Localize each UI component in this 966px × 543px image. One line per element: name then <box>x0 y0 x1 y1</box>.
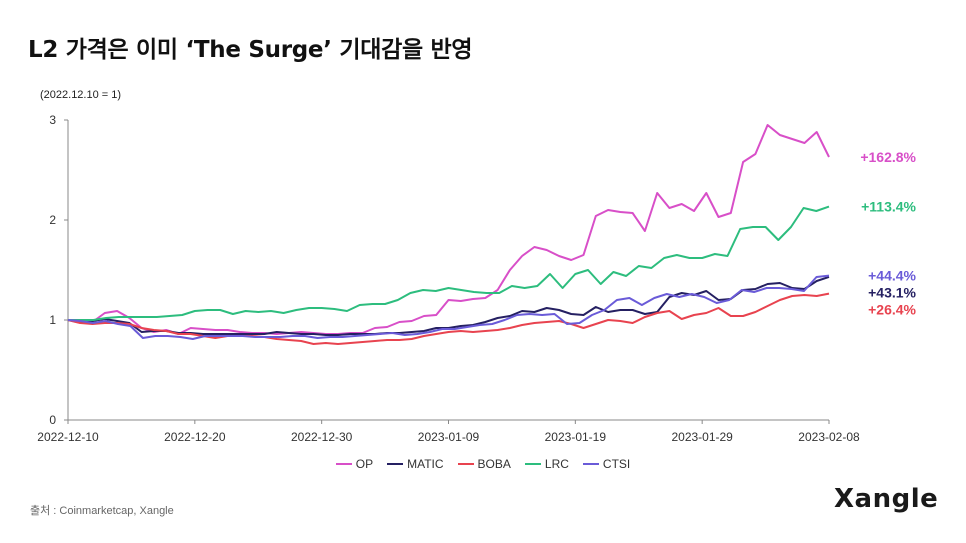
legend-swatch <box>582 463 599 465</box>
y-tick-label: 1 <box>49 313 56 327</box>
y-tick-label: 2 <box>49 213 56 227</box>
x-tick-label: 2023-02-08 <box>798 430 860 444</box>
series-line-boba <box>67 292 830 345</box>
x-tick-label: 2023-01-19 <box>545 430 607 444</box>
legend-swatch <box>457 463 474 465</box>
legend-label: LRC <box>544 457 569 471</box>
y-tick-label: 3 <box>49 113 56 127</box>
legend-item-ctsi: CTSI <box>582 457 631 471</box>
legend-label: BOBA <box>477 457 511 471</box>
legend-swatch <box>335 463 352 465</box>
xangle-logo: Xangle <box>834 484 939 514</box>
legend-item-op: OP <box>335 457 374 471</box>
end-label-op: +162.8% <box>860 149 916 165</box>
series-line-lrc <box>68 205 830 321</box>
x-tick-label: 2022-12-20 <box>164 430 226 444</box>
legend-label: OP <box>355 457 374 471</box>
legend-swatch <box>524 463 541 465</box>
legend-item-matic: MATIC <box>387 457 444 471</box>
end-label-ctsi: +44.4% <box>868 268 916 284</box>
legend-swatch <box>387 463 404 465</box>
x-tick-label: 2022-12-30 <box>291 430 353 444</box>
x-tick-label: 2022-12-10 <box>37 430 99 444</box>
legend-item-lrc: LRC <box>524 457 569 471</box>
chart-title: L2 가격은 이미 ‘The Surge’ 기대감을 반영 <box>28 37 473 63</box>
legend-label: CTSI <box>602 457 631 471</box>
chart-legend: OP MATIC BOBA LRC CTSI <box>0 457 966 471</box>
base-note: (2022.12.10 = 1) <box>40 89 122 101</box>
y-tick-label: 0 <box>49 413 56 427</box>
end-label-matic: +43.1% <box>868 285 916 301</box>
series-line-matic <box>67 275 830 336</box>
x-tick-label: 2023-01-09 <box>418 430 480 444</box>
series-line-ctsi <box>67 274 830 340</box>
end-label-boba: +26.4% <box>868 302 916 318</box>
series-line-op <box>67 124 830 335</box>
x-tick-label: 2023-01-29 <box>671 430 733 444</box>
legend-item-boba: BOBA <box>457 457 511 471</box>
end-label-lrc: +113.4% <box>861 199 916 215</box>
legend-label: MATIC <box>407 457 444 471</box>
source-note: 출처 : Coinmarketcap, Xangle <box>30 505 174 517</box>
